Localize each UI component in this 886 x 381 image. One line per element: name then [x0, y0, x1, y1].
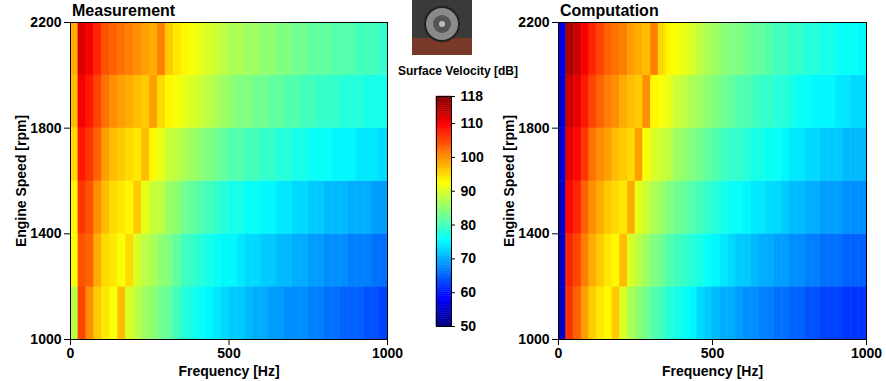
svg-text:Engine Speed [rpm]: Engine Speed [rpm] [501, 115, 517, 247]
svg-text:70: 70 [461, 250, 477, 266]
html-text:Measurement: Measurement [72, 2, 176, 19]
svg-text:1400: 1400 [518, 225, 549, 241]
svg-text:500: 500 [701, 345, 725, 361]
svg-text:0: 0 [555, 345, 563, 361]
svg-text:1000: 1000 [30, 331, 61, 347]
svg-text:0: 0 [67, 345, 75, 361]
svg-text:100: 100 [461, 149, 485, 165]
svg-text:Engine Speed [rpm]: Engine Speed [rpm] [13, 115, 29, 247]
svg-text:90: 90 [461, 183, 477, 199]
svg-text:1000: 1000 [518, 331, 549, 347]
html-text:Computation: Computation [560, 2, 659, 19]
svg-text:1000: 1000 [851, 345, 882, 361]
svg-text:118: 118 [461, 88, 484, 104]
svg-text:Frequency [Hz]: Frequency [Hz] [178, 363, 279, 379]
svg-text:80: 80 [461, 217, 477, 233]
svg-text:Frequency [Hz]: Frequency [Hz] [662, 363, 763, 379]
svg-text:1000: 1000 [372, 345, 403, 361]
svg-text:60: 60 [461, 284, 477, 300]
svg-text:1400: 1400 [30, 225, 61, 241]
svg-text:500: 500 [217, 345, 241, 361]
svg-text:110: 110 [461, 115, 484, 131]
svg-text:1800: 1800 [30, 120, 61, 136]
svg-text:2200: 2200 [518, 14, 549, 30]
svg-text:2200: 2200 [30, 14, 61, 30]
svg-text:50: 50 [461, 318, 477, 334]
svg-text:1800: 1800 [518, 120, 549, 136]
html-text:Surface Velocity [dB]: Surface Velocity [dB] [398, 64, 518, 78]
